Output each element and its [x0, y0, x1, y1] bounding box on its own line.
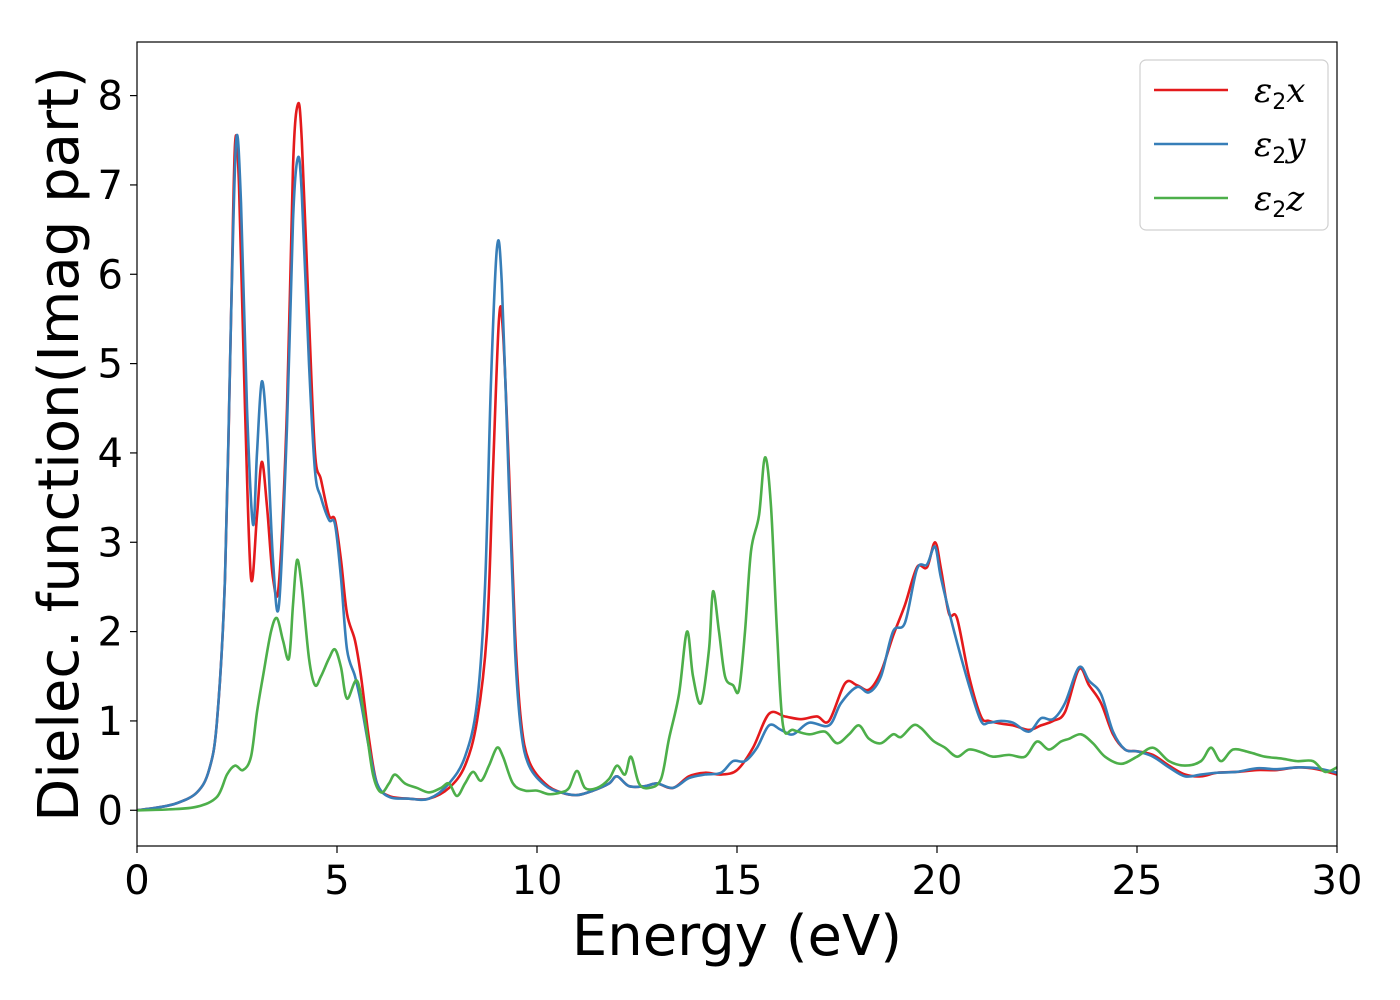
x-tick-label: 20 [912, 858, 963, 904]
y-tick-label: 0 [98, 788, 123, 834]
x-tick-label: 10 [512, 858, 563, 904]
y-tick-label: 7 [98, 163, 123, 209]
plot-lines [137, 101, 1337, 812]
y-tick-label: 2 [98, 610, 123, 656]
legend-label-z: ε2z [1254, 179, 1305, 223]
y-tick-label: 5 [98, 342, 123, 388]
y-tick-label: 1 [98, 699, 123, 745]
y-axis-label: Dielec. function(Imag part) [27, 66, 92, 822]
y-tick-label: 4 [98, 431, 123, 477]
y-tick-label: 6 [98, 252, 123, 298]
series-line-z [137, 456, 1337, 812]
x-tick-label: 0 [124, 858, 149, 904]
legend-label-y: ε2y [1254, 125, 1306, 169]
x-axis-label: Energy (eV) [572, 904, 902, 969]
x-tick-label: 5 [324, 858, 349, 904]
y-axis-ticks: 0 1 2 3 4 5 6 7 8 [98, 74, 137, 834]
y-tick-label: 8 [98, 74, 123, 120]
legend-box [1139, 59, 1329, 231]
y-tick-label: 3 [98, 520, 123, 566]
x-tick-label: 15 [712, 858, 763, 904]
x-tick-label: 25 [1112, 858, 1163, 904]
legend-label-x: ε2x [1254, 71, 1305, 115]
legend: ε2x ε2y ε2z [1139, 59, 1329, 231]
x-tick-label: 30 [1312, 858, 1363, 904]
x-axis-ticks: 0 5 10 15 20 25 30 [124, 846, 1362, 904]
